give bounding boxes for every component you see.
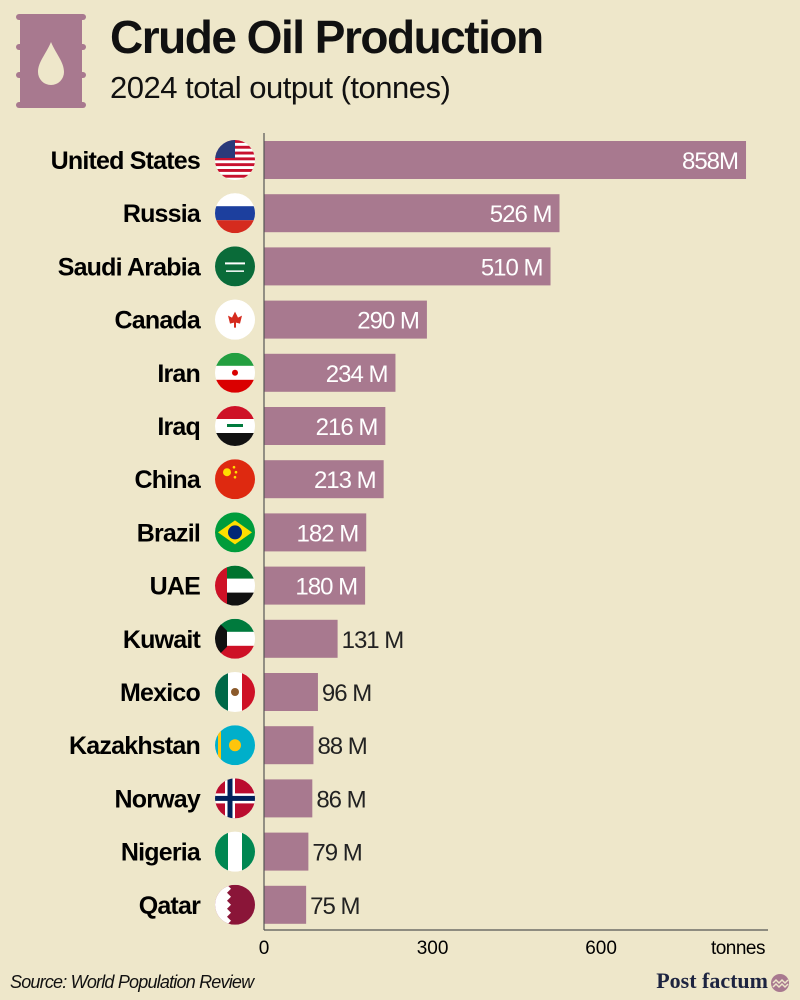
bar — [264, 566, 366, 605]
x-tick-label: 0 — [259, 938, 270, 959]
value-label: 96 M — [322, 680, 371, 707]
bar — [264, 407, 386, 445]
flag-icon — [215, 406, 255, 446]
flag-icon — [215, 193, 255, 234]
value-label: 290 M — [357, 308, 419, 335]
bar — [264, 194, 560, 233]
flag-icon — [215, 140, 255, 180]
chart-subtitle: 2024 total output (tonnes) — [110, 70, 451, 105]
category-label: Nigeria — [121, 839, 202, 867]
category-label: Norway — [114, 785, 200, 813]
brand-logo: Post factum — [656, 968, 768, 993]
bar — [264, 885, 307, 924]
value-label: 180 M — [295, 574, 357, 601]
value-label: 510 M — [481, 254, 543, 281]
bar — [264, 513, 367, 552]
value-label: 526 M — [490, 201, 552, 228]
x-axis-label: tonnes — [711, 938, 765, 959]
oil-barrel-icon — [16, 14, 86, 108]
brand-wave-icon — [771, 974, 789, 992]
category-label: Iran — [157, 360, 200, 388]
flag-icon — [215, 246, 255, 287]
value-label: 182 M — [297, 520, 359, 547]
flag-icon — [215, 352, 255, 393]
source-note: Source: World Population Review — [10, 972, 254, 992]
bar — [264, 832, 309, 871]
flag-icon — [215, 778, 255, 819]
flag-icon — [215, 725, 255, 766]
category-label: Mexico — [120, 679, 200, 707]
value-label: 858M — [682, 148, 738, 175]
chart-title: Crude Oil Production — [110, 11, 544, 63]
category-label: China — [135, 466, 202, 494]
bar — [264, 619, 338, 658]
category-label: Kuwait — [123, 626, 202, 654]
value-label: 75 M — [310, 893, 359, 920]
category-label: UAE — [150, 573, 201, 601]
bar — [264, 141, 747, 179]
value-label: 216 M — [316, 414, 378, 441]
category-label: Qatar — [139, 892, 201, 920]
flag-icon — [215, 565, 255, 606]
flag-icon — [215, 618, 255, 659]
value-label: 86 M — [316, 786, 365, 813]
value-label: 234 M — [326, 361, 388, 388]
category-label: Saudi Arabia — [58, 253, 202, 281]
category-label: Canada — [114, 307, 201, 335]
bar — [264, 300, 427, 339]
bar — [264, 247, 551, 286]
bar-chart: United States 858M Russia 526 M Saudi Arabia… — [51, 133, 768, 959]
flag-icon — [215, 512, 255, 553]
flag-icon — [215, 884, 255, 925]
x-tick-label: 300 — [417, 938, 449, 959]
flag-icon — [215, 459, 255, 500]
category-label: Brazil — [137, 519, 200, 547]
flag-icon — [215, 672, 255, 712]
bar — [264, 460, 384, 499]
value-label: 88 M — [317, 733, 366, 760]
flag-icon — [215, 831, 255, 872]
flag-icon — [215, 299, 255, 340]
category-label: Russia — [123, 200, 202, 228]
bar — [264, 779, 313, 818]
bar — [264, 353, 396, 392]
value-label: 213 M — [314, 467, 376, 494]
bar — [264, 726, 314, 765]
x-tick-label: 600 — [585, 938, 617, 959]
category-label: Kazakhstan — [69, 732, 200, 760]
category-label: Iraq — [157, 413, 200, 441]
value-label: 131 M — [342, 627, 404, 654]
bar — [264, 673, 318, 711]
category-label: United States — [51, 147, 200, 175]
value-label: 79 M — [312, 840, 361, 867]
